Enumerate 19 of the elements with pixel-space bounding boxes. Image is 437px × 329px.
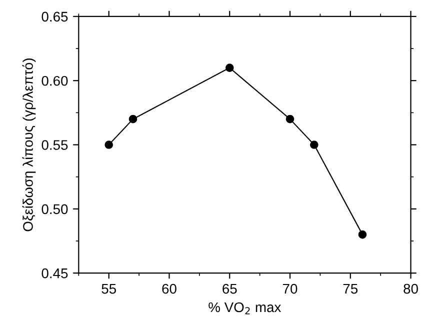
x-axis-title: % VO$_{2}$ max [208, 302, 282, 314]
point [310, 140, 318, 149]
point [358, 230, 367, 239]
point [286, 114, 294, 124]
x-tick-label: 70 [282, 284, 298, 294]
x-tick-label: 55 [102, 284, 116, 294]
y-axis-title: Οξείδωση λίπους (γρ/λεπτό) [22, 58, 36, 232]
y-tick-label: 0.65 [42, 12, 68, 22]
y-tick-label: 0.50 [42, 204, 68, 214]
point [104, 140, 114, 149]
y-tick-label: 0.55 [42, 140, 68, 150]
point [128, 114, 138, 124]
point [225, 64, 234, 72]
x-tick-label: 75 [343, 284, 358, 294]
x-tick-label: 65 [222, 284, 237, 294]
x-tick-label: 80 [404, 284, 418, 294]
y-tick-label: 0.60 [42, 76, 68, 86]
x-tick-label: 60 [162, 284, 176, 294]
y-tick-label: 0.45 [42, 268, 68, 278]
